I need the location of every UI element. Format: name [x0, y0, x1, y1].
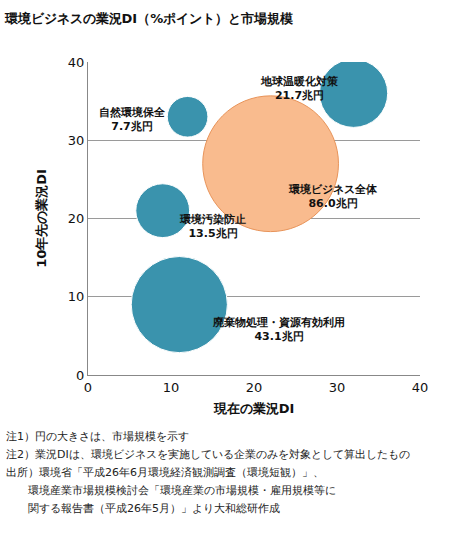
svg-text:10: 10 — [163, 380, 180, 395]
svg-text:30: 30 — [68, 133, 85, 148]
svg-text:地球温暖化対策21.7兆円: 地球温暖化対策21.7兆円 — [260, 75, 339, 102]
svg-text:0: 0 — [84, 380, 92, 395]
svg-text:20: 20 — [68, 211, 85, 226]
html-text:注2）業況DIは、環境ビジネスを実施している企業のみを対象と: 注2）業況DIは、環境ビジネスを実施している企業のみを対象として算出したもの — [6, 448, 410, 461]
html-text:環境産業市場規模検討会「環境産業の市場規模・雇用規模等に: 環境産業市場規模検討会「環境産業の市場規模・雇用規模等に — [6, 484, 336, 497]
svg-text:40: 40 — [68, 55, 85, 70]
svg-text:10年先の業況DI: 10年先の業況DI — [34, 169, 49, 268]
svg-text:40: 40 — [412, 380, 429, 395]
svg-text:自然環境保全7.7兆円: 自然環境保全7.7兆円 — [99, 106, 166, 133]
svg-text:環境ビジネス全体86.0兆円: 環境ビジネス全体86.0兆円 — [288, 183, 378, 210]
svg-text:30: 30 — [329, 380, 346, 395]
svg-text:0: 0 — [76, 368, 84, 383]
html-text:出所）環境省「平成26年6月環境経済観測調査（環境短観）」、: 出所）環境省「平成26年6月環境経済観測調査（環境短観）」、 — [6, 466, 324, 479]
svg-text:環境ビジネスの業況DI（%ポイント）と市場規模: 環境ビジネスの業況DI（%ポイント）と市場規模 — [4, 11, 294, 26]
svg-text:20: 20 — [246, 380, 263, 395]
svg-text:廃棄物処理・資源有効利用43.1兆円: 廃棄物処理・資源有効利用43.1兆円 — [212, 316, 345, 343]
svg-text:環境汚染防止13.5兆円: 環境汚染防止13.5兆円 — [179, 213, 246, 240]
html-text:関する報告書（平成26年5月）」より大和総研作成: 関する報告書（平成26年5月）」より大和総研作成 — [6, 502, 280, 515]
svg-text:10: 10 — [68, 289, 85, 304]
svg-text:現在の業況DI: 現在の業況DI — [213, 401, 295, 416]
html-text:注1）円の大きさは、市場規模を示す: 注1）円の大きさは、市場規模を示す — [6, 430, 189, 443]
